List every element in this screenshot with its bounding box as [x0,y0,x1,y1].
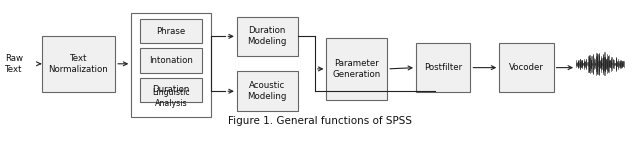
Text: Phrase: Phrase [156,27,186,36]
Text: Duration
Modeling: Duration Modeling [248,26,287,46]
FancyBboxPatch shape [499,43,554,92]
FancyBboxPatch shape [237,17,298,56]
Text: Vocoder: Vocoder [509,63,544,72]
Text: Duration: Duration [152,85,189,94]
Text: Postfilter: Postfilter [424,63,462,72]
Text: Intonation: Intonation [149,56,193,65]
Text: Parameter
Generation: Parameter Generation [333,59,381,79]
FancyBboxPatch shape [237,71,298,111]
FancyBboxPatch shape [42,36,115,92]
Text: Raw
Text: Raw Text [5,54,23,74]
FancyBboxPatch shape [140,19,202,43]
FancyBboxPatch shape [140,78,202,102]
Text: Text
Normalization: Text Normalization [49,54,108,74]
FancyBboxPatch shape [326,38,387,99]
Text: Figure 1. General functions of SPSS: Figure 1. General functions of SPSS [228,116,412,126]
Text: Linguistic
Analysis: Linguistic Analysis [152,88,190,108]
Text: Acoustic
Modeling: Acoustic Modeling [248,81,287,101]
FancyBboxPatch shape [140,48,202,73]
FancyBboxPatch shape [416,43,470,92]
